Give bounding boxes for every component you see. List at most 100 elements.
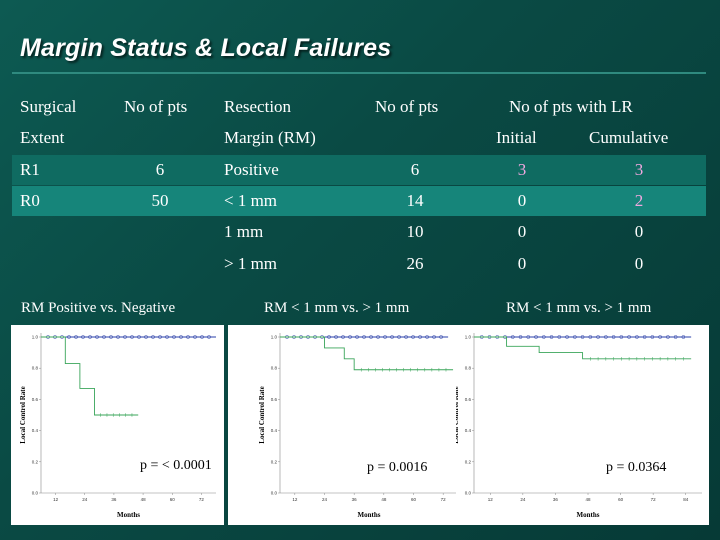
km-chart-1: 1.0 0.8 0.6 0.4 0.2 0.0 12 24 36 48 60 72 Local Cont… xyxy=(11,325,224,525)
censor-mark xyxy=(369,335,373,339)
censor-mark xyxy=(186,335,190,339)
censor-mark xyxy=(397,335,401,339)
cell-margin: > 1 mm xyxy=(224,254,278,273)
header-no-of-pts-with-lr: No of pts with LR xyxy=(509,97,633,116)
header-no-of-pts-2: No of pts xyxy=(375,97,439,116)
y-tick-label: 1.0 xyxy=(465,335,472,340)
p-value-1: p = < 0.0001 xyxy=(140,458,212,473)
cell-pts: 50 xyxy=(151,191,169,210)
y-tick-label: 0.6 xyxy=(32,397,39,402)
censor-mark xyxy=(425,335,429,339)
header-no-of-pts: No of pts xyxy=(124,97,188,116)
cell-margin: Positive xyxy=(224,160,279,179)
cell-cumulative: 0 xyxy=(634,254,644,273)
x-tick-label: 48 xyxy=(141,497,147,502)
x-axis-title: Months xyxy=(117,511,140,519)
censor-mark xyxy=(165,335,169,339)
censor-mark xyxy=(596,335,600,339)
panel-title-1: RM Positive vs. Negative xyxy=(21,300,176,316)
censor-mark xyxy=(116,335,120,339)
series-line xyxy=(280,336,454,371)
censor-mark xyxy=(526,335,531,339)
row-band-r0 xyxy=(12,186,706,216)
y-tick-label: 0.2 xyxy=(465,459,472,464)
km-chart-3: 1.0 0.8 0.6 0.4 0.2 0.0 12 24 36 48 60 72 84 Local Co… xyxy=(456,325,709,525)
x-tick-label: 48 xyxy=(381,497,387,502)
y-tick-label: 0.2 xyxy=(271,459,278,464)
censor-mark xyxy=(383,335,387,339)
cell-pts2: 14 xyxy=(406,191,424,210)
cell-initial: 0 xyxy=(517,191,527,210)
header-extent: Extent xyxy=(20,128,65,147)
panel-title-3: RM < 1 mm vs. > 1 mm xyxy=(506,300,652,316)
x-tick-label: 12 xyxy=(292,497,298,502)
censor-mark xyxy=(411,335,415,339)
cell-initial: 3 xyxy=(517,160,527,179)
censor-mark xyxy=(642,335,647,339)
censor-mark xyxy=(418,335,422,339)
cell-margin: 1 mm xyxy=(224,222,264,241)
x-tick-label: 72 xyxy=(441,497,447,502)
censor-mark xyxy=(355,335,359,339)
series-line xyxy=(41,336,139,416)
x-tick-label: 24 xyxy=(82,497,88,502)
censor-mark xyxy=(518,335,523,339)
censor-mark xyxy=(123,335,127,339)
censor-mark xyxy=(172,335,176,339)
y-tick-label: 0.8 xyxy=(465,366,472,371)
censor-mark xyxy=(151,335,155,339)
censor-mark xyxy=(95,335,99,339)
censor-mark xyxy=(341,335,345,339)
x-tick-label: 60 xyxy=(411,497,417,502)
header-surgical: Surgical xyxy=(20,97,77,116)
y-tick-label: 0.0 xyxy=(32,491,39,496)
x-tick-label: 24 xyxy=(520,497,526,502)
cell-cumulative: 2 xyxy=(634,191,644,210)
censor-mark xyxy=(635,335,639,339)
censor-mark xyxy=(557,335,562,339)
km-chart-2-svg: 1.0 0.8 0.6 0.4 0.2 0.0 12 24 36 48 60 72 Local Cont… xyxy=(258,333,458,519)
cell-pts2: 6 xyxy=(410,160,420,179)
censor-mark xyxy=(603,335,608,339)
censor-mark xyxy=(650,335,655,339)
x-tick-label: 12 xyxy=(488,497,494,502)
censor-mark xyxy=(130,335,134,339)
censor-mark xyxy=(348,335,352,339)
censor-mark xyxy=(158,335,162,339)
censor-mark xyxy=(74,335,78,339)
censor-mark xyxy=(109,335,113,339)
cell-pts: 6 xyxy=(155,160,165,179)
censor-mark xyxy=(666,335,670,339)
x-axis-title: Months xyxy=(577,511,600,519)
header-resection: Resection xyxy=(224,97,292,116)
censor-mark xyxy=(179,335,183,339)
x-tick-label: 60 xyxy=(618,497,624,502)
censor-mark xyxy=(549,335,554,339)
p-value-2: p = 0.0016 xyxy=(367,460,428,475)
censor-mark xyxy=(81,335,85,339)
censor-mark xyxy=(534,335,538,339)
y-tick-label: 0.6 xyxy=(271,397,278,402)
title-underline xyxy=(12,72,706,74)
censor-mark xyxy=(144,335,148,339)
x-tick-label: 36 xyxy=(111,497,117,502)
x-axis-title: Months xyxy=(358,511,381,519)
censor-mark xyxy=(611,335,616,339)
censor-mark xyxy=(588,335,593,339)
censor-mark xyxy=(432,335,436,339)
censor-mark xyxy=(390,335,394,339)
km-chart-1-svg: 1.0 0.8 0.6 0.4 0.2 0.0 12 24 36 48 60 72 Local Cont… xyxy=(19,333,216,519)
censor-mark xyxy=(193,335,197,339)
censor-mark xyxy=(627,335,631,339)
x-tick-label: 36 xyxy=(352,497,358,502)
censor-mark xyxy=(510,335,515,339)
censor-mark xyxy=(681,335,686,339)
y-tick-label: 0.4 xyxy=(32,428,39,433)
censor-mark xyxy=(673,335,678,339)
row-band-r1 xyxy=(12,155,706,185)
x-tick-label: 48 xyxy=(585,497,591,502)
y-tick-label: 0.0 xyxy=(271,491,278,496)
censor-mark xyxy=(362,335,366,339)
cell-margin: < 1 mm xyxy=(224,191,278,210)
cell-initial: 0 xyxy=(517,222,527,241)
